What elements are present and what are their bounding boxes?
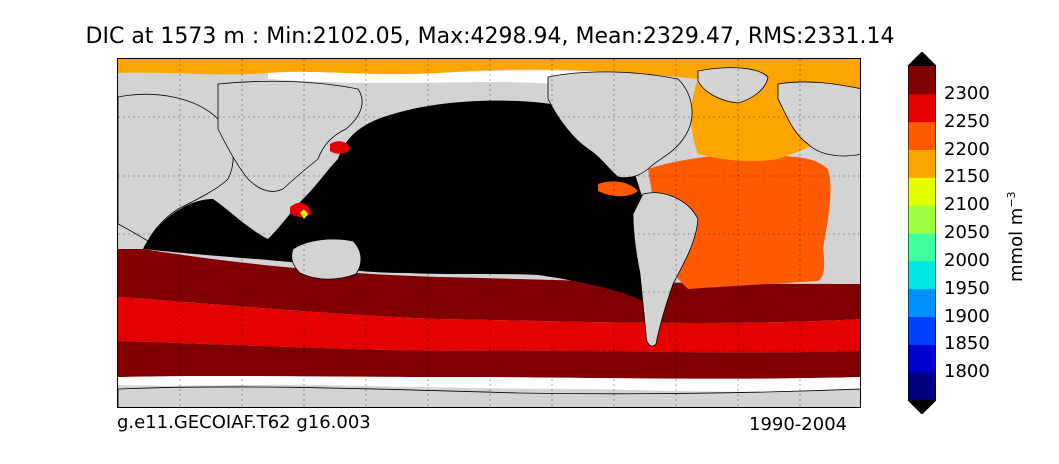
map-panel <box>117 58 861 408</box>
europe <box>777 81 860 157</box>
colorbar-tick-label: 2000 <box>944 249 990 271</box>
colorbar-segment <box>908 177 936 206</box>
colorbar-unit-label: mmol m−3 <box>1005 191 1027 282</box>
colorbar <box>908 52 936 414</box>
colorbar-tick-label: 1850 <box>944 333 990 355</box>
caribbean-orange-patch <box>598 181 638 197</box>
colorbar-tick-label: 2050 <box>944 222 990 243</box>
colorbar-tick-label: 1800 <box>944 361 990 383</box>
run-id-caption: g.e11.GECOIAF.T62 g16.003 <box>117 412 371 433</box>
north-america <box>547 71 693 179</box>
colorbar-tick-label: 2150 <box>944 166 990 188</box>
colorbar-segment <box>908 372 936 401</box>
colorbar-tick-label: 1900 <box>944 305 990 327</box>
pacific-indian-high-dic <box>143 100 669 302</box>
colorbar-tick-label: 2200 <box>944 138 990 160</box>
western-pacific-red-patch <box>330 141 350 154</box>
colorbar-over-arrow <box>908 52 936 66</box>
antarctica <box>118 386 860 407</box>
atlantic-orange-region <box>648 154 831 289</box>
australia <box>291 238 362 280</box>
colorbar-segment <box>908 149 936 178</box>
colorbar-under-arrow <box>908 400 936 414</box>
colorbar-tick-label: 1950 <box>944 277 990 299</box>
antarctic-missing-data <box>118 376 860 392</box>
colorbar-tick-label: 2100 <box>944 194 990 216</box>
colorbar-segment <box>908 93 936 123</box>
colorbar-segment <box>908 260 936 290</box>
colorbar-segment <box>908 66 936 95</box>
colorbar-segment <box>908 288 936 317</box>
period-caption: 1990-2004 <box>749 414 848 435</box>
colorbar-segment <box>908 344 936 373</box>
colorbar-tick-label: 2250 <box>944 110 990 132</box>
unit-base: mmol m <box>1006 207 1027 282</box>
southern-ocean-red-band <box>118 297 860 353</box>
colorbar-segment <box>908 205 936 234</box>
unit-exponent: −3 <box>1005 191 1018 208</box>
southern-ocean-dark-band-lower <box>118 341 860 379</box>
world-map <box>118 59 860 407</box>
colorbar-segment <box>908 316 936 345</box>
continents <box>118 67 860 407</box>
graticule <box>118 59 860 407</box>
greenland <box>697 67 769 104</box>
asia <box>217 80 363 192</box>
south-america <box>632 192 699 347</box>
arctic-missing-data <box>268 70 618 84</box>
colorbar-segment <box>908 121 936 150</box>
arctic-amber-strip <box>118 59 860 79</box>
southern-ocean-dark-band-upper <box>118 249 860 324</box>
colorbar-tick-label: 2300 <box>944 82 990 104</box>
colorbar-segment <box>908 233 936 262</box>
figure-title: DIC at 1573 m : Min:2102.05, Max:4298.94… <box>85 24 895 49</box>
africa <box>118 93 234 242</box>
